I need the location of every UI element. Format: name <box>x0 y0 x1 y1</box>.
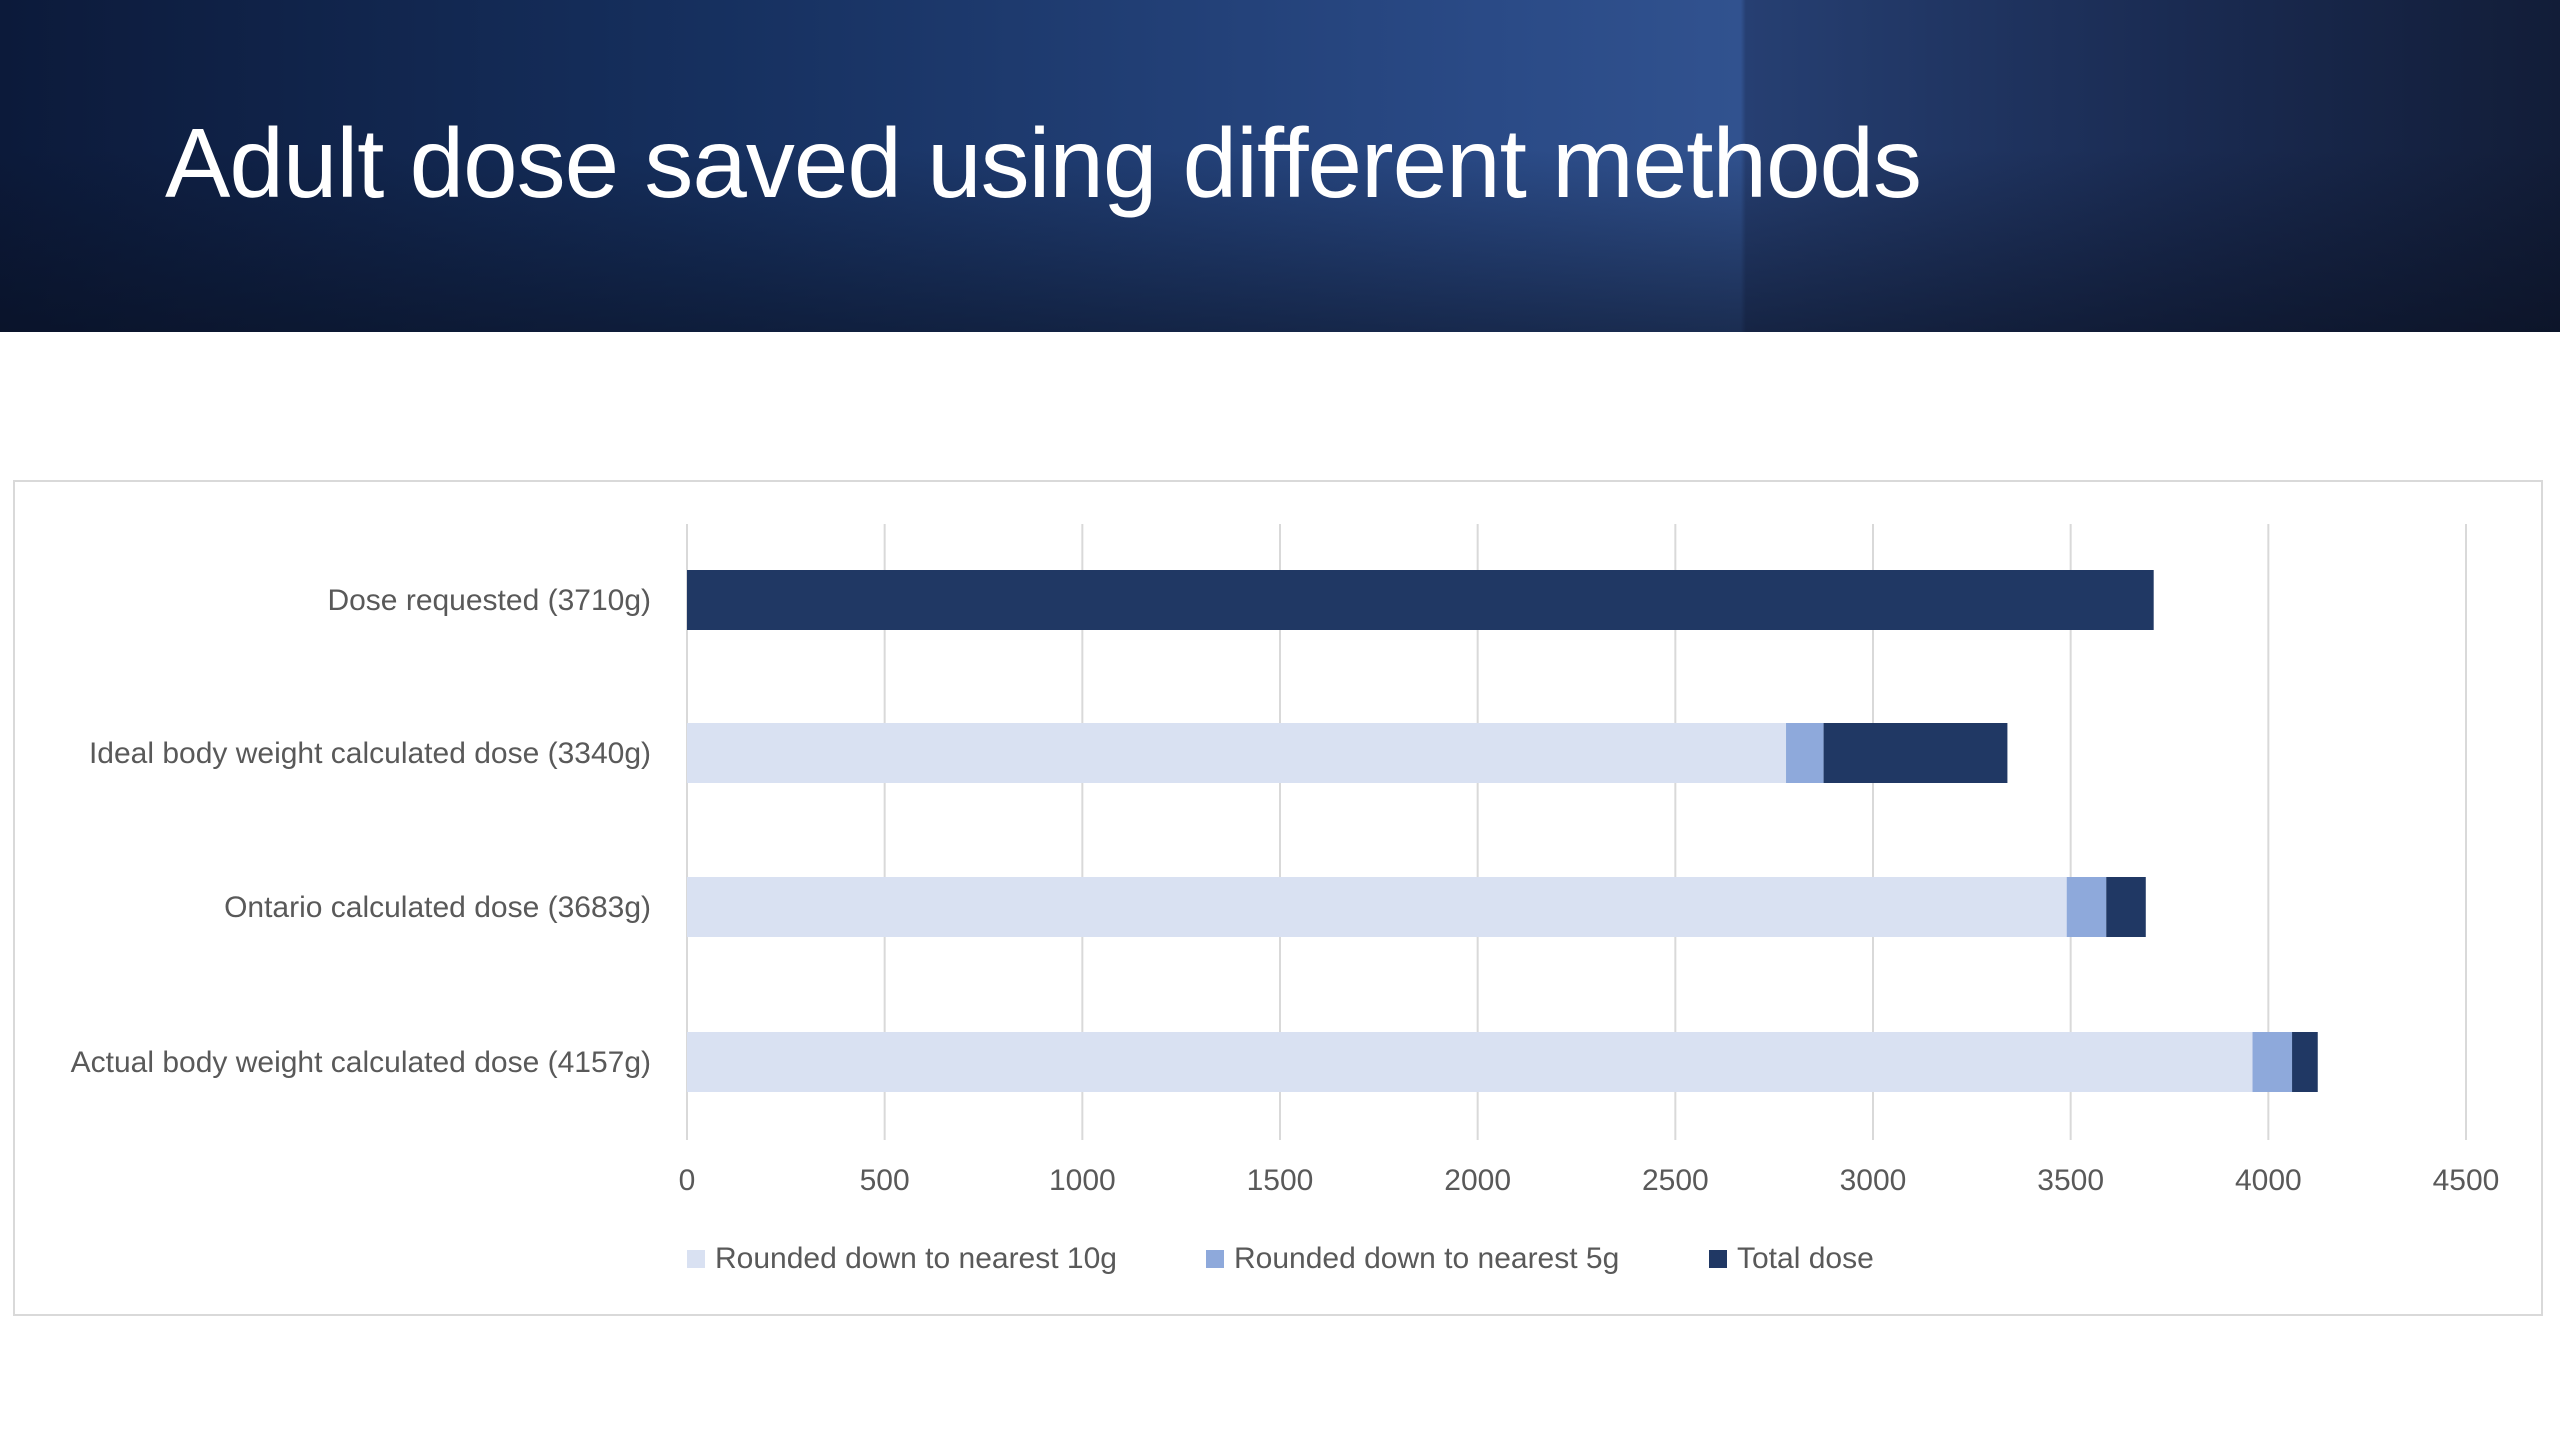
x-tick-label: 2500 <box>1642 1164 1709 1197</box>
legend-label: Total dose <box>1737 1242 1874 1275</box>
legend-swatch <box>687 1250 705 1268</box>
x-tick-label: 4000 <box>2235 1164 2302 1197</box>
chart-area: 0 500 1000 1500 2000 2500 3000 3500 4000 4500 Dose… <box>13 480 2543 1316</box>
x-tick-label: 2000 <box>1444 1164 1511 1197</box>
x-tick-label: 0 <box>679 1164 696 1197</box>
stacked-bar-chart: 0 500 1000 1500 2000 2500 3000 3500 4000 4500 Dose… <box>71 524 2500 1275</box>
bar-segment <box>687 723 1787 783</box>
legend-swatch <box>1206 1250 1224 1268</box>
category-label: Ontario calculated dose (3683g) <box>224 891 651 924</box>
bar-segment <box>1823 723 2008 783</box>
bar-segment <box>2106 877 2146 937</box>
legend-label: Rounded down to nearest 5g <box>1234 1242 1619 1275</box>
x-tick-label: 500 <box>860 1164 910 1197</box>
x-tick-label: 1500 <box>1247 1164 1314 1197</box>
bar-segment <box>1786 723 1824 783</box>
x-tick-label: 4500 <box>2433 1164 2500 1197</box>
bar-segment <box>687 1032 2253 1092</box>
x-tick-label: 3000 <box>1840 1164 1907 1197</box>
x-tick-label: 3500 <box>2037 1164 2104 1197</box>
category-label: Dose requested (3710g) <box>327 584 651 617</box>
bar-segment <box>2292 1032 2318 1092</box>
category-label: Ideal body weight calculated dose (3340g… <box>89 737 651 770</box>
legend-label: Rounded down to nearest 10g <box>715 1242 1117 1275</box>
slide-title: Adult dose saved using different methods <box>165 108 1922 218</box>
bar-segment <box>687 877 2067 937</box>
x-tick-label: 1000 <box>1049 1164 1116 1197</box>
category-label: Actual body weight calculated dose (4157… <box>71 1046 651 1079</box>
bar-segment <box>2066 877 2107 937</box>
title-banner: Adult dose saved using different methods <box>0 0 2560 332</box>
legend-swatch <box>1709 1250 1727 1268</box>
bar-segment <box>2252 1032 2293 1092</box>
bar-segment <box>687 570 2154 630</box>
